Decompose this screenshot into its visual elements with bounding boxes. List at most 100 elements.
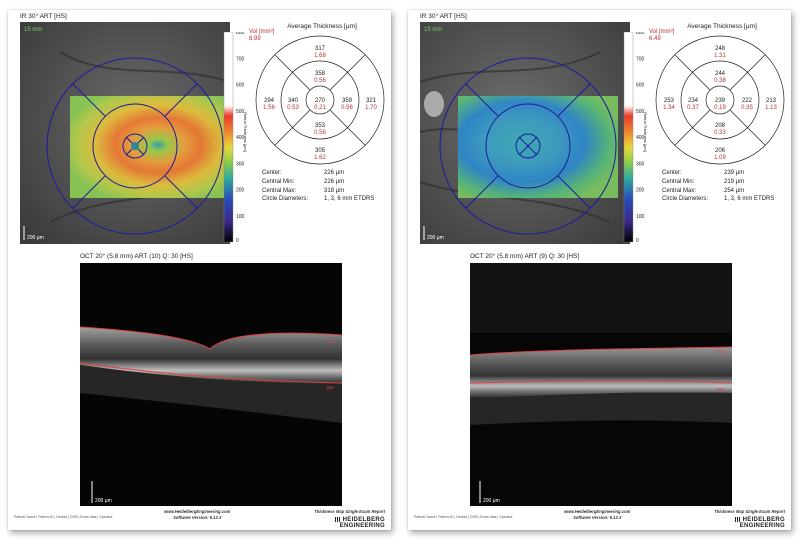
etdrs-grid: Average Thickness [µm] Vol [mm³] 8.99 31… bbox=[248, 18, 388, 168]
etdrs-grid: Average Thickness [µm] Vol [mm³] 6.49 24… bbox=[648, 18, 788, 168]
stat-circle-diameters-label: Circle Diameters: bbox=[262, 196, 309, 203]
stat-circle-diameters-value: 1, 3, 6 mm ETDRS bbox=[324, 196, 375, 203]
footer-version: Software Version: 6.12.3 bbox=[173, 515, 222, 520]
etdrs-inner-left-thickness: 234 bbox=[688, 98, 699, 104]
oct-ilm-label: ILM bbox=[717, 349, 725, 354]
footer-patient-info: Patient: Name | Patient-ID | Gender | DO… bbox=[414, 515, 513, 519]
etdrs-outer-right-volume: 1.13 bbox=[765, 105, 777, 111]
colorbar-tick-label: 800 bbox=[636, 32, 645, 36]
etdrs-outer-left-thickness: 294 bbox=[264, 98, 275, 104]
etdrs-inner-bottom-thickness: 353 bbox=[315, 123, 326, 129]
colorbar-tick-label: 400 bbox=[636, 135, 645, 141]
colorbar-tick-label: 500 bbox=[236, 109, 245, 115]
etdrs-inner-left-volume: 0.53 bbox=[287, 105, 299, 111]
ir-sub-label: 15 mm bbox=[424, 27, 442, 33]
colorbar-tick-label: 600 bbox=[236, 83, 245, 89]
stat-central-min-value: 219 µm bbox=[724, 178, 745, 185]
etdrs-center-thickness: 270 bbox=[315, 98, 326, 104]
oct-bm-label: BM bbox=[327, 385, 334, 390]
colorbar-tick-label: 300 bbox=[636, 161, 645, 167]
vol-value: 6.49 bbox=[649, 36, 661, 42]
ir-title: IR 30° ART [HS] bbox=[420, 13, 467, 20]
footer-version: Software Version: 6.12.3 bbox=[573, 515, 622, 520]
footer-center: www.HeidelbergEngineering.com Software V… bbox=[564, 509, 630, 521]
footer-report-title: Thickness Map Single Exam Report bbox=[714, 509, 785, 514]
etdrs-outer-left-thickness: 253 bbox=[664, 98, 675, 104]
etdrs-inner-top-thickness: 244 bbox=[715, 71, 726, 77]
colorbar-label: Retina Thickness [µm] bbox=[243, 112, 248, 152]
etdrs-inner-left-volume: 0.37 bbox=[687, 105, 699, 111]
vol-label: Vol [mm³] bbox=[249, 29, 275, 35]
etdrs-center-volume: 0.21 bbox=[314, 105, 326, 111]
report-page-left: IR 30° ART [HS] bbox=[8, 10, 391, 530]
etdrs-inner-left-thickness: 340 bbox=[288, 98, 299, 104]
etdrs-inner-right-volume: 0.56 bbox=[341, 105, 353, 111]
stat-center-label: Center: bbox=[662, 170, 682, 176]
thickness-stats: Center: 239 µm Central Min: 219 µm Central… bbox=[662, 170, 774, 205]
stat-center-value: 239 µm bbox=[724, 170, 745, 176]
colorbar-tick-label: 100 bbox=[636, 214, 645, 220]
vol-value: 8.99 bbox=[249, 36, 261, 42]
colorbar-tick-label: 0 bbox=[636, 238, 639, 244]
etdrs-inner-bottom-volume: 0.33 bbox=[714, 130, 726, 136]
stat-central-min-label: Central Min: bbox=[662, 178, 695, 185]
heidelberg-logo: HEIDELBERG ENGINEERING bbox=[734, 517, 785, 530]
brand-line-1: HEIDELBERG bbox=[742, 517, 785, 524]
footer-report-title: Thickness Map Single Exam Report bbox=[314, 509, 385, 514]
etdrs-inner-top-volume: 0.38 bbox=[714, 78, 726, 84]
etdrs-top-thickness: 248 bbox=[715, 46, 726, 52]
thickness-stats: Center: 226 µm Central Min: 226 µm Central… bbox=[262, 170, 374, 205]
colorbar-tick-label: 200 bbox=[636, 188, 645, 194]
ir-scale-label: 200 µm bbox=[427, 235, 444, 241]
stat-central-max-label: Central Max: bbox=[662, 187, 697, 194]
colorbar-tick-label: 600 bbox=[636, 83, 645, 89]
report-footer: Patient: Name | Patient-ID | Gender | DO… bbox=[8, 506, 391, 530]
brand-line-2: ENGINEERING bbox=[339, 523, 385, 530]
report-footer: Patient: Name | Patient-ID | Gender | DO… bbox=[408, 506, 791, 530]
etdrs-top-volume: 1.68 bbox=[314, 53, 326, 59]
oct-title: OCT 20° (5.8 mm) ART (9) Q: 30 [HS] bbox=[470, 253, 580, 260]
colorbar-tick-label: 700 bbox=[236, 56, 245, 62]
oct-bscan-image: ILM BM 200 µm bbox=[470, 263, 732, 506]
etdrs-bottom-volume: 1.62 bbox=[314, 155, 326, 161]
etdrs-top-thickness: 317 bbox=[315, 46, 326, 52]
colorbar-tick-label: 500 bbox=[636, 109, 645, 115]
etdrs-inner-bottom-volume: 0.56 bbox=[314, 130, 326, 136]
etdrs-bottom-thickness: 206 bbox=[715, 148, 726, 154]
heidelberg-logo: HEIDELBERG ENGINEERING bbox=[334, 517, 385, 530]
stat-central-max-value: 254 µm bbox=[724, 187, 745, 194]
oct-bscan-image: ILM BM 200 µm bbox=[80, 263, 342, 506]
etdrs-outer-left-volume: 1.56 bbox=[263, 105, 275, 111]
etdrs-center-volume: 0.19 bbox=[714, 105, 726, 111]
colorbar-tick-label: 700 bbox=[636, 56, 645, 62]
logo-bars-icon bbox=[734, 517, 741, 522]
footer-center: www.HeidelbergEngineering.com Software V… bbox=[164, 509, 230, 521]
ir-title: IR 30° ART [HS] bbox=[20, 13, 67, 20]
etdrs-outer-right-thickness: 321 bbox=[366, 98, 377, 104]
thickness-colorbar: 800 700 600 500 400 300 200 100 0 Retina Thickne… bbox=[622, 30, 702, 252]
colorbar-label: Retina Thickness [µm] bbox=[643, 112, 648, 152]
ir-scale-label: 200 µm bbox=[27, 235, 44, 241]
etdrs-inner-right-thickness: 222 bbox=[742, 98, 753, 104]
etdrs-outer-left-volume: 1.34 bbox=[663, 105, 675, 111]
stat-center-value: 226 µm bbox=[324, 170, 345, 176]
colorbar-tick-label: 400 bbox=[236, 135, 245, 141]
stat-central-min-label: Central Min: bbox=[262, 178, 295, 185]
footer-url: www.HeidelbergEngineering.com bbox=[564, 509, 631, 514]
colorbar-tick-label: 800 bbox=[236, 32, 245, 36]
colorbar-tick-label: 0 bbox=[236, 238, 239, 244]
etdrs-bottom-thickness: 305 bbox=[315, 148, 326, 154]
stat-central-max-label: Central Max: bbox=[262, 187, 297, 194]
etdrs-top-volume: 1.31 bbox=[714, 53, 726, 59]
stat-center-label: Center: bbox=[262, 170, 282, 176]
vol-label: Vol [mm³] bbox=[649, 29, 675, 35]
etdrs-inner-top-thickness: 358 bbox=[315, 71, 326, 77]
stat-central-min-value: 226 µm bbox=[324, 178, 345, 185]
brand-line-2: ENGINEERING bbox=[739, 523, 785, 530]
colorbar-tick-label: 300 bbox=[236, 161, 245, 167]
etdrs-inner-right-volume: 0.35 bbox=[741, 105, 753, 111]
etdrs-bottom-volume: 1.09 bbox=[714, 155, 726, 161]
stat-circle-diameters-value: 1, 3, 6 mm ETDRS bbox=[724, 196, 775, 203]
report-page-right: IR 30° ART [HS] 15 mm bbox=[408, 10, 791, 530]
oct-scale-label: 200 µm bbox=[483, 498, 500, 504]
